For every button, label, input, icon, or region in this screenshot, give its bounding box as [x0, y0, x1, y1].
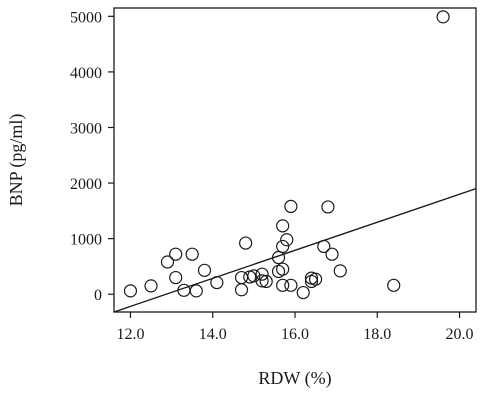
regression-line: [113, 187, 477, 313]
data-point: [234, 283, 249, 297]
data-point: [197, 263, 212, 277]
data-point: [276, 239, 290, 254]
data-point: [304, 271, 319, 285]
data-point: [243, 270, 257, 284]
x-axis: 12.0 14.0 16.0 18.0 20.0: [116, 312, 474, 343]
data-point: [160, 255, 175, 269]
data-point: [185, 247, 199, 261]
data-point: [169, 270, 183, 285]
x-tick-label: 14.0: [199, 326, 227, 343]
data-points: [123, 10, 450, 300]
data-point: [284, 278, 298, 292]
plot-frame: [113, 7, 477, 313]
x-tick-label: 16.0: [281, 326, 309, 343]
y-tick-label: 0: [94, 287, 102, 304]
y-tick-label: 5000: [70, 9, 102, 26]
data-point: [317, 239, 331, 254]
data-point: [325, 247, 339, 261]
data-point: [259, 274, 273, 289]
data-point: [280, 233, 294, 247]
y-axis-label: BNP (pg/ml): [6, 114, 27, 207]
x-tick-label: 12.0: [116, 326, 144, 343]
data-point: [255, 267, 269, 281]
data-point: [308, 272, 323, 286]
y-tick-label: 3000: [70, 120, 102, 137]
x-tick-label: 20.0: [446, 326, 474, 343]
data-point: [276, 219, 290, 233]
x-axis-label: RDW (%): [258, 368, 331, 389]
x-tick-label: 18.0: [363, 326, 391, 343]
data-point: [321, 200, 335, 214]
data-point: [239, 236, 253, 250]
data-point: [296, 285, 310, 300]
y-tick-label: 4000: [70, 65, 102, 82]
data-point: [255, 274, 269, 288]
data-point: [210, 275, 224, 290]
data-point: [189, 284, 203, 298]
data-point: [284, 199, 298, 214]
data-point: [387, 278, 401, 292]
data-point: [276, 262, 290, 276]
y-tick-label: 2000: [70, 176, 102, 193]
y-tick-label: 1000: [70, 232, 102, 249]
data-point: [169, 247, 183, 261]
data-point: [333, 264, 347, 278]
data-point: [144, 279, 158, 293]
data-point: [436, 10, 450, 24]
data-point: [123, 284, 138, 298]
y-axis: 0 1000 2000 3000 4000 5000: [70, 9, 114, 304]
data-point: [276, 278, 290, 292]
